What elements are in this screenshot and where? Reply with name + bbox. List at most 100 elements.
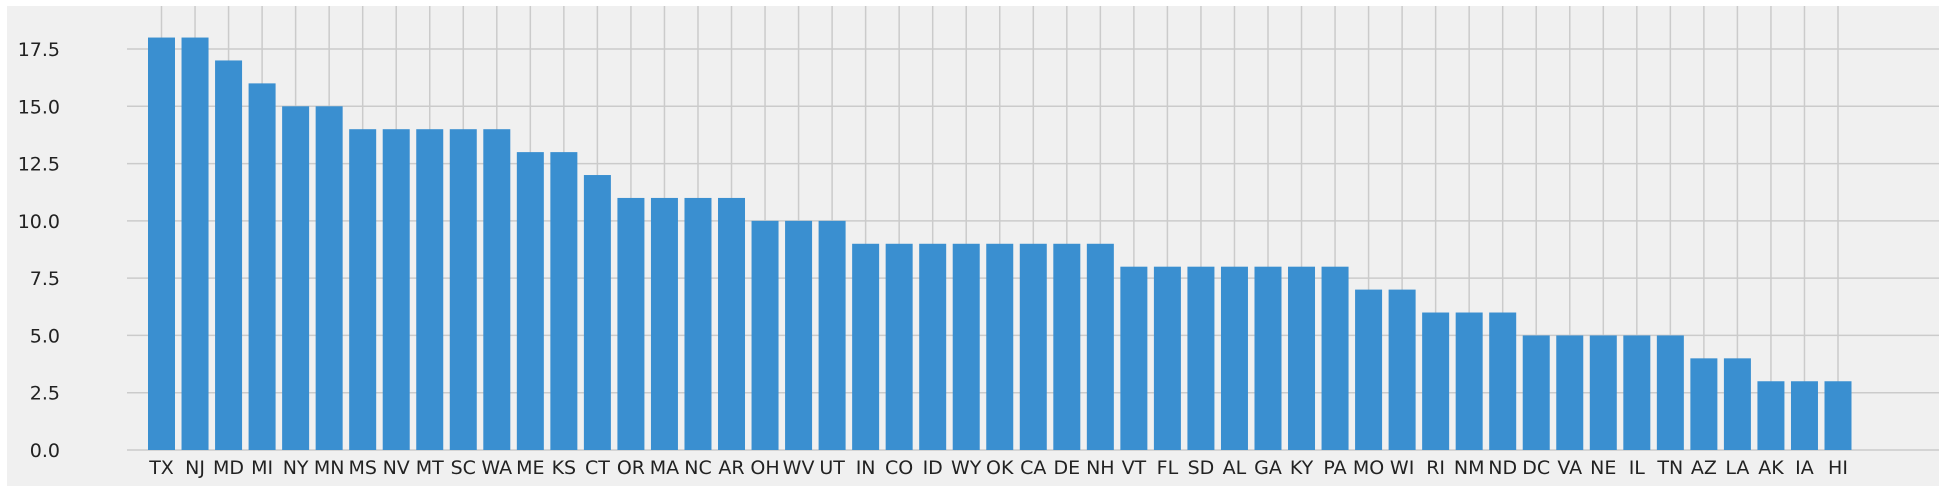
bar-co [885,243,913,450]
x-tick-label: OH [750,457,779,479]
bar-wa [483,129,511,450]
x-tick-label: WI [1390,457,1414,479]
bar-de [1053,243,1081,450]
x-tick-label: IA [1795,457,1814,479]
bar-id [919,243,947,450]
x-tick-label: RI [1426,457,1445,479]
x-tick-label: NC [684,457,711,479]
bar-me [516,152,544,450]
x-tick-label: ME [516,457,544,479]
bar-vt [1120,266,1148,450]
y-tick-label: 5.0 [30,325,60,347]
y-tick-label: 0.0 [30,440,60,462]
bar-ri [1422,312,1450,450]
x-tick-label: IL [1629,457,1646,479]
x-tick-label: SD [1188,457,1215,479]
bar-sc [449,129,477,450]
bar-ut [818,220,846,450]
x-tick-label: HI [1828,457,1848,479]
bar-va [1556,335,1584,450]
x-tick-label: VA [1557,457,1582,479]
bar-sd [1187,266,1215,450]
bar-fl [1153,266,1181,450]
bar-la [1723,358,1751,450]
bar-wi [1388,289,1416,450]
x-tick-label: GA [1254,457,1282,479]
x-tick-label: WA [481,457,512,479]
bar-ct [583,175,611,450]
bar-ar [718,197,746,450]
bar-ia [1790,381,1818,450]
bar-hi [1824,381,1852,450]
y-tick-label: 7.5 [30,268,60,290]
x-tick-label: NV [383,457,410,479]
x-tick-label: FL [1157,457,1179,479]
bar-in [852,243,880,450]
y-tick-label: 17.5 [18,39,60,61]
x-tick-label: AZ [1691,457,1717,479]
x-tick-label: UT [819,457,845,479]
x-axis-tick-labels: TX NJ MD MI NY MN MS NV MT SC WA ME KS CT OR MA NC AR OH WV… [148,457,1848,479]
bar-mi [248,83,276,450]
x-tick-label: IN [856,457,876,479]
bar-nv [382,129,410,450]
bar-ky [1288,266,1316,450]
x-tick-label: PA [1323,457,1346,479]
x-tick-label: AL [1223,457,1247,479]
bar-nh [1086,243,1114,450]
y-tick-label: 12.5 [18,154,60,176]
x-tick-label: DE [1053,457,1080,479]
bar-al [1220,266,1248,450]
bar-ma [650,197,678,450]
bar-ny [282,106,310,451]
bar-mt [416,129,444,450]
bars [148,37,1852,451]
x-tick-label: SC [451,457,476,479]
x-tick-label: OK [986,457,1014,479]
x-tick-label: MD [213,457,244,479]
x-tick-label: NJ [185,457,205,479]
x-tick-label: AK [1758,457,1784,479]
x-tick-label: KY [1290,457,1314,479]
bar-ks [550,152,578,450]
x-tick-label: ID [923,457,943,479]
x-tick-label: AR [718,457,744,479]
bar-ms [349,129,377,450]
y-axis-tick-labels: 0.0 2.5 5.0 7.5 10.0 12.5 15.0 17.5 [18,39,60,462]
x-tick-label: MO [1353,457,1384,479]
bar-ga [1254,266,1282,450]
bar-mn [315,106,343,451]
x-tick-label: KS [552,457,577,479]
y-tick-label: 15.0 [18,96,60,118]
bar-ca [1019,243,1047,450]
bar-ak [1757,381,1785,450]
x-tick-label: MI [251,457,273,479]
x-tick-label: MS [348,457,376,479]
x-tick-label: CA [1020,457,1046,479]
x-tick-label: CT [585,457,610,479]
bar-nc [684,197,712,450]
bar-md [215,60,243,450]
bar-mo [1355,289,1383,450]
x-tick-label: DC [1522,457,1550,479]
x-tick-label: NY [283,457,309,479]
x-tick-label: NH [1086,457,1115,479]
bar-il [1623,335,1651,450]
bar-tx [148,37,175,451]
x-tick-label: ND [1488,457,1517,479]
bar-wy [952,243,980,450]
bar-wv [785,220,813,450]
y-tick-label: 10.0 [18,211,60,233]
x-tick-label: VT [1122,457,1147,479]
x-tick-label: WV [783,457,815,479]
bar-nm [1455,312,1483,450]
y-tick-label: 2.5 [30,383,60,405]
x-tick-label: MT [416,457,444,479]
bar-or [617,197,645,450]
x-tick-label: NE [1590,457,1616,479]
x-tick-label: NM [1454,457,1485,479]
x-tick-label: WY [951,457,982,479]
bar-nj [181,37,209,451]
bar-nd [1489,312,1517,450]
